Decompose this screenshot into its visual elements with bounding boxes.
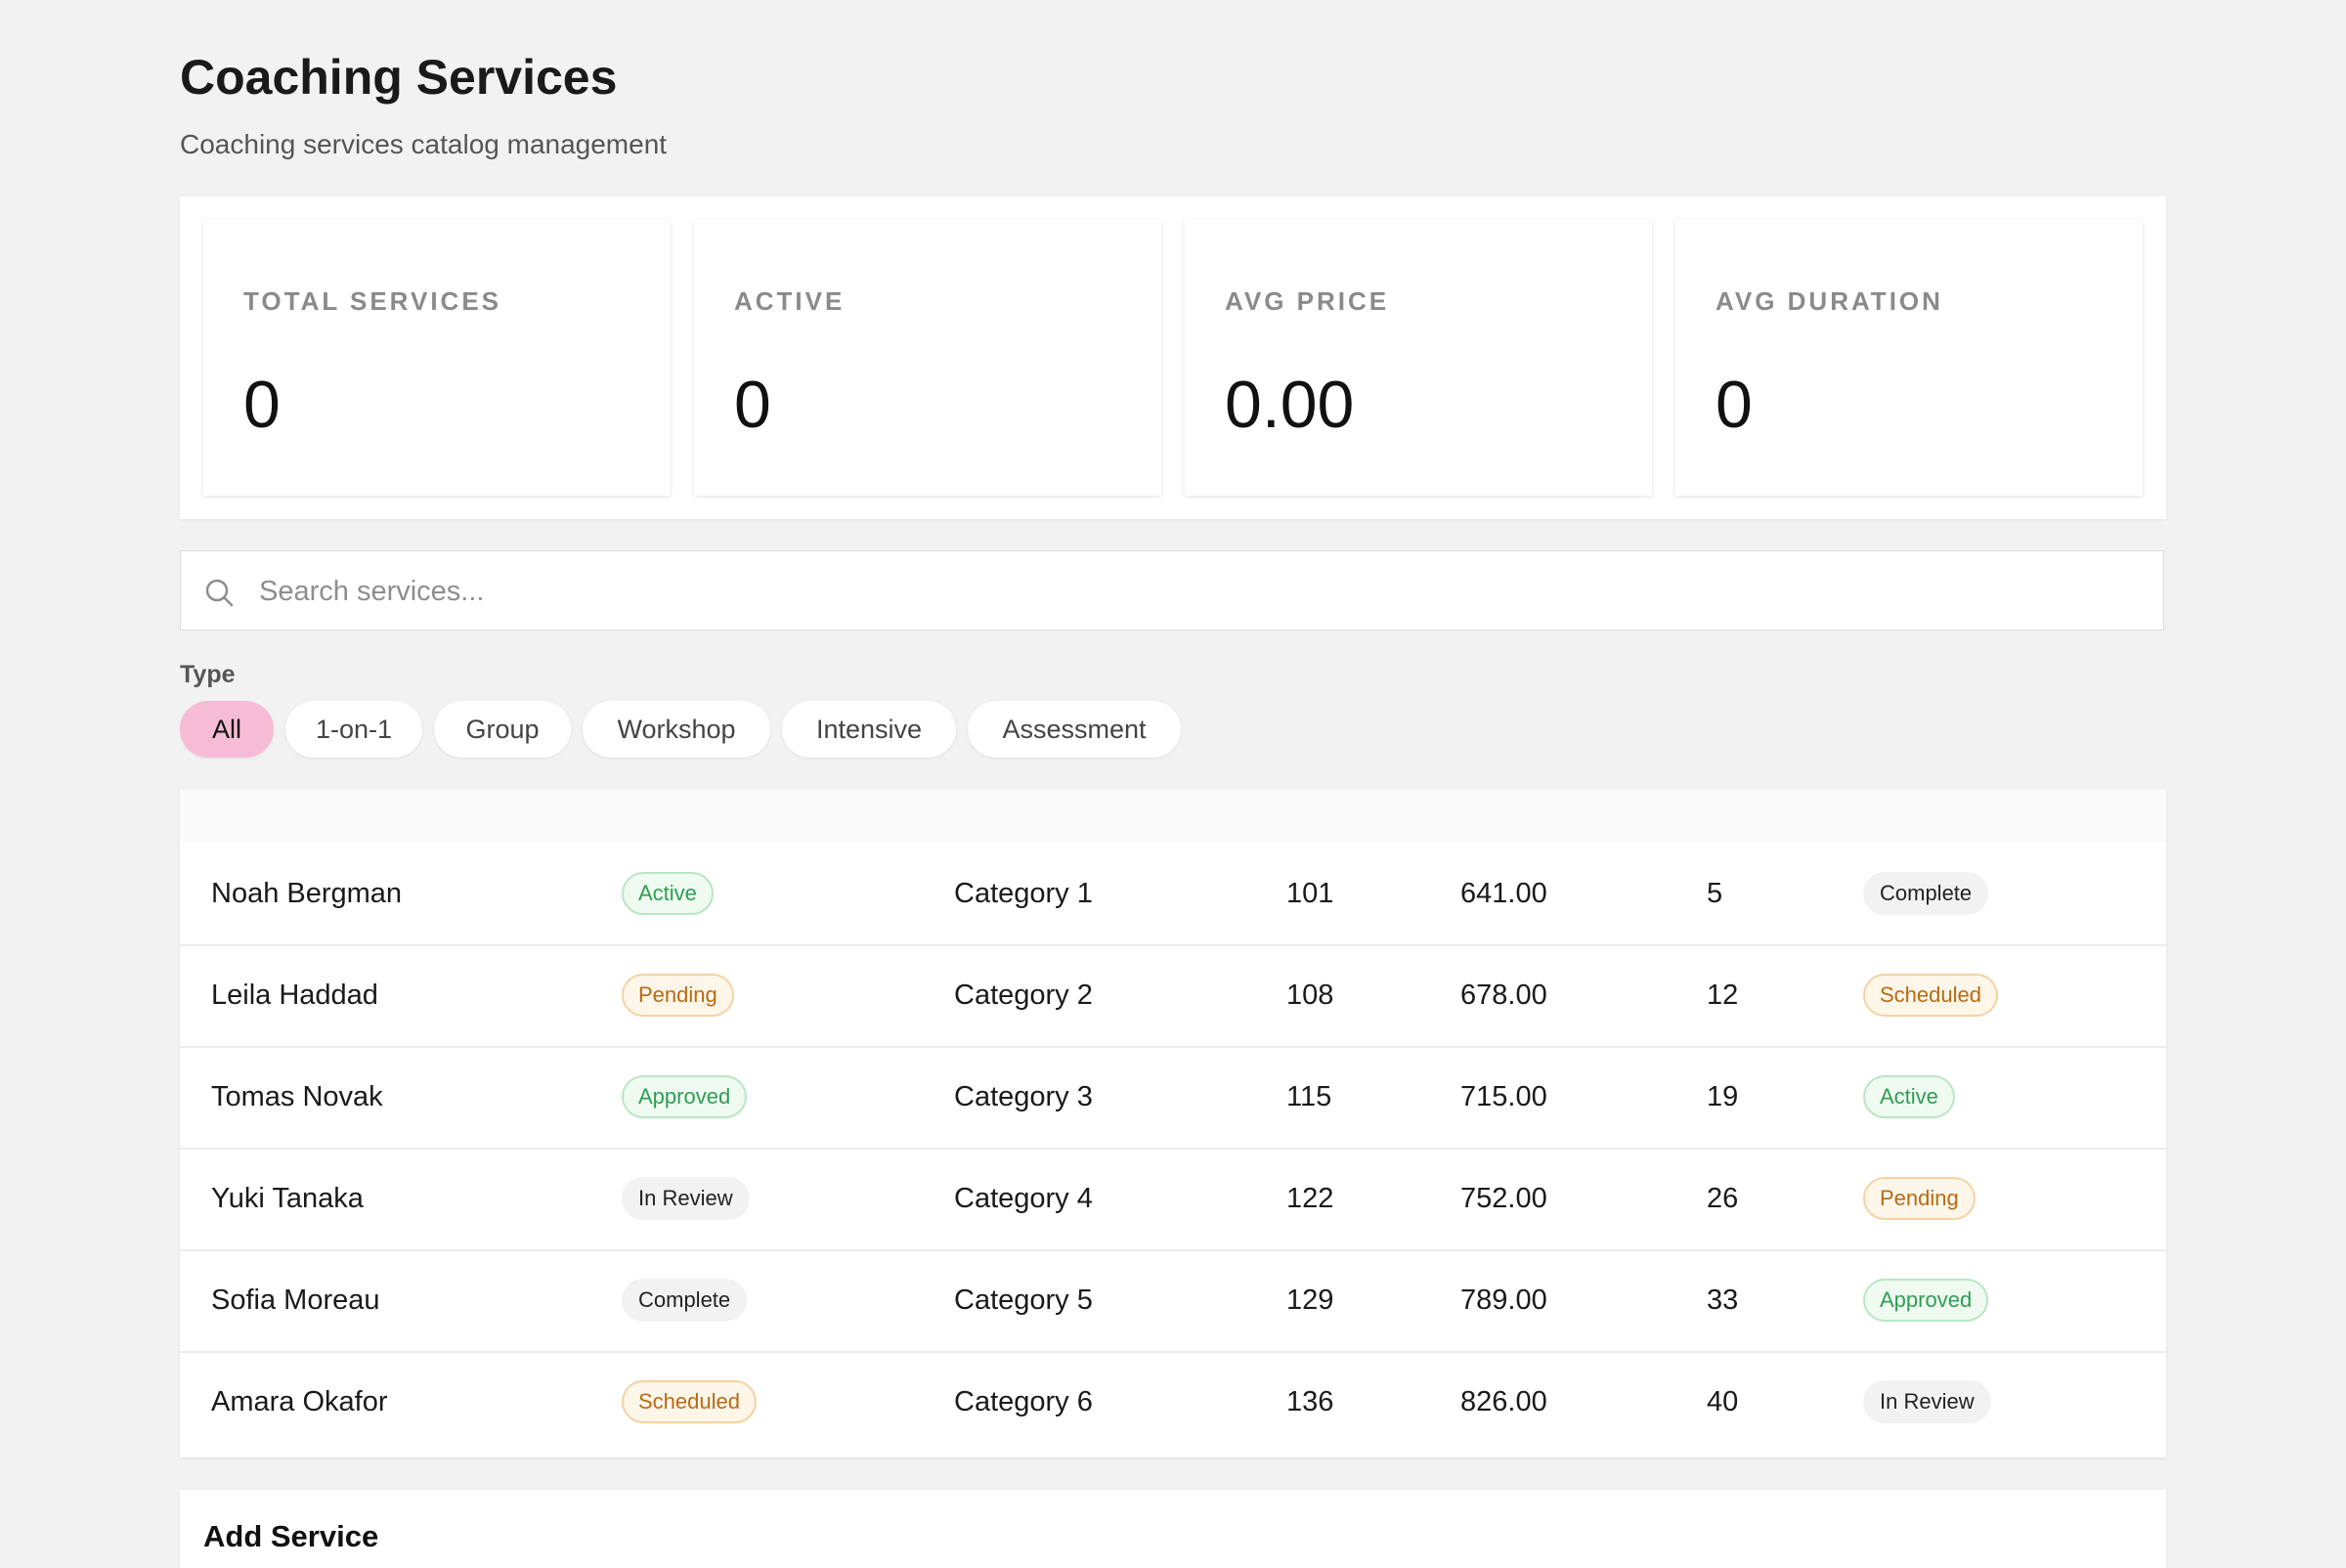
count-cell: 26 xyxy=(1707,1182,1739,1214)
stat-value: 0 xyxy=(243,368,281,442)
stat-label: AVG DURATION xyxy=(1716,286,1943,316)
stat-value: 0 xyxy=(734,368,771,442)
filter-chip-group[interactable]: Group xyxy=(434,701,571,758)
price-cell: 826.00 xyxy=(1460,1385,1547,1417)
table-row[interactable]: Leila Haddad Pending Category 2 108 678.… xyxy=(180,944,2166,1048)
count-cell: 33 xyxy=(1707,1284,1739,1316)
number-cell: 101 xyxy=(1286,877,1334,909)
stat-label: TOTAL SERVICES xyxy=(243,286,502,316)
price-cell: 715.00 xyxy=(1460,1080,1547,1112)
search-bar xyxy=(180,550,2164,632)
service-name: Sofia Moreau xyxy=(211,1284,380,1316)
stat-label: ACTIVE xyxy=(734,286,846,316)
service-name: Noah Bergman xyxy=(211,877,403,909)
price-cell: 641.00 xyxy=(1460,877,1547,909)
service-name: Yuki Tanaka xyxy=(211,1182,364,1214)
services-table: Noah Bergman Active Category 1 101 641.0… xyxy=(180,789,2166,1458)
category-cell: Category 4 xyxy=(954,1182,1093,1214)
table-row[interactable]: Tomas Novak Approved Category 3 115 715.… xyxy=(180,1046,2166,1150)
price-cell: 789.00 xyxy=(1460,1284,1547,1316)
stats-panel: TOTAL SERVICES 0 ACTIVE 0 AVG PRICE 0.00… xyxy=(180,196,2166,519)
filter-chip-intensive[interactable]: Intensive xyxy=(782,701,956,758)
status-badge: Pending xyxy=(622,974,734,1017)
type-filter-label: Type xyxy=(180,661,236,688)
number-cell: 115 xyxy=(1286,1080,1332,1112)
state-badge: Active xyxy=(1863,1075,1955,1118)
state-badge: Pending xyxy=(1863,1177,1976,1220)
service-name: Amara Okafor xyxy=(211,1385,388,1417)
filter-chip-all[interactable]: All xyxy=(180,701,274,758)
state-badge: Complete xyxy=(1863,872,1989,915)
status-badge: Approved xyxy=(622,1075,748,1118)
state-badge: Approved xyxy=(1863,1279,1989,1322)
category-cell: Category 6 xyxy=(954,1385,1093,1417)
stat-value: 0 xyxy=(1716,368,1753,442)
stat-label: AVG PRICE xyxy=(1225,286,1390,316)
category-cell: Category 3 xyxy=(954,1080,1093,1112)
filter-chip-assessment[interactable]: Assessment xyxy=(968,701,1181,758)
count-cell: 5 xyxy=(1707,877,1723,909)
table-row[interactable]: Noah Bergman Active Category 1 101 641.0… xyxy=(180,843,2166,946)
status-badge: Complete xyxy=(622,1279,748,1322)
add-service-title: Add Service xyxy=(203,1519,379,1553)
stat-value: 0.00 xyxy=(1225,368,1355,442)
category-cell: Category 1 xyxy=(954,877,1093,909)
state-badge: Scheduled xyxy=(1863,974,1998,1017)
number-cell: 136 xyxy=(1286,1385,1334,1417)
table-header xyxy=(180,789,2166,843)
price-cell: 752.00 xyxy=(1460,1182,1547,1214)
stat-card-active: ACTIVE 0 xyxy=(694,220,1161,496)
service-name: Tomas Novak xyxy=(211,1080,383,1112)
number-cell: 129 xyxy=(1286,1284,1334,1316)
count-cell: 19 xyxy=(1707,1080,1739,1112)
count-cell: 40 xyxy=(1707,1385,1739,1417)
filter-chip-workshop[interactable]: Workshop xyxy=(583,701,770,758)
add-service-section: Add Service xyxy=(180,1490,2166,1568)
status-badge: Scheduled xyxy=(622,1380,757,1423)
table-row[interactable]: Amara Okafor Scheduled Category 6 136 82… xyxy=(180,1351,2166,1453)
page-title: Coaching Services xyxy=(180,50,618,105)
table-row[interactable]: Yuki Tanaka In Review Category 4 122 752… xyxy=(180,1148,2166,1251)
category-cell: Category 2 xyxy=(954,979,1093,1011)
filter-chip-1-on-1[interactable]: 1-on-1 xyxy=(285,701,422,758)
search-icon xyxy=(205,579,234,607)
stat-card-avg-duration: AVG DURATION 0 xyxy=(1675,220,2143,496)
number-cell: 108 xyxy=(1286,979,1334,1011)
state-badge: In Review xyxy=(1863,1380,1991,1423)
table-row[interactable]: Sofia Moreau Complete Category 5 129 789… xyxy=(180,1249,2166,1353)
service-name: Leila Haddad xyxy=(211,979,378,1011)
number-cell: 122 xyxy=(1286,1182,1334,1214)
status-badge: Active xyxy=(622,872,714,915)
count-cell: 12 xyxy=(1707,979,1739,1011)
category-cell: Category 5 xyxy=(954,1284,1093,1316)
stat-card-total-services: TOTAL SERVICES 0 xyxy=(203,220,671,496)
stat-card-avg-price: AVG PRICE 0.00 xyxy=(1185,220,1652,496)
page-subtitle: Coaching services catalog management xyxy=(180,129,668,159)
status-badge: In Review xyxy=(622,1177,750,1220)
price-cell: 678.00 xyxy=(1460,979,1547,1011)
search-input[interactable] xyxy=(257,551,2118,632)
